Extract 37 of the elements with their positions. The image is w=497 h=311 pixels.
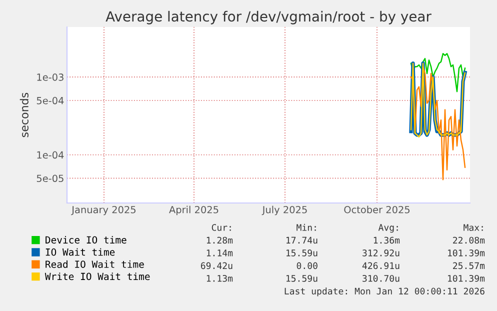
text: 15.59u: [286, 274, 318, 282]
text: Cur:: [212, 224, 231, 231]
x-tick-label: April 2025: [169, 206, 218, 216]
text: 1.28m: [206, 236, 233, 244]
legend-label: Read IO Wait time: [46, 260, 144, 268]
legend-label: Device IO time: [46, 236, 126, 244]
x-tick-label: October 2025: [344, 206, 410, 214]
y-tick-label: 1e-04: [37, 151, 64, 159]
text: 25.57m: [453, 262, 485, 270]
text: 15.59u: [286, 250, 318, 256]
text: 17.74u: [286, 236, 318, 244]
text: 312.92u: [362, 250, 400, 256]
text: 101.39m: [448, 250, 485, 256]
y-axis-title: seconds: [20, 92, 28, 138]
x-tick-label: July 2025: [262, 206, 307, 216]
text: 310.70u: [362, 274, 400, 282]
text: 426.91u: [362, 262, 400, 270]
text: Avg:: [378, 224, 398, 233]
y-tick-label: 5e-05: [36, 174, 64, 182]
legend-label: Write IO Wait time: [44, 272, 150, 280]
y-tick-label: 5e-04: [36, 96, 64, 104]
text: 22.08m: [453, 236, 485, 244]
line-series: [410, 53, 466, 92]
text: Last update: Mon Jan 12 00:00:11 2026: [284, 288, 484, 296]
text: 1.13m: [206, 274, 233, 282]
text: 101.39m: [448, 274, 485, 282]
y-tick-label: 1e-03: [37, 74, 64, 81]
text: Max:: [464, 224, 483, 231]
text: 0.00: [296, 262, 318, 270]
text: Min:: [296, 224, 316, 231]
chart-title: Average latency for /dev/vgmain/root - by year: [106, 10, 432, 24]
legend-label: IO Wait time: [46, 248, 115, 256]
text: 1.36m: [374, 236, 400, 244]
text: 69.42u: [200, 262, 232, 270]
text: 1.14m: [206, 250, 233, 256]
line-series: [410, 66, 466, 180]
x-tick-label: January 2025: [71, 206, 136, 216]
